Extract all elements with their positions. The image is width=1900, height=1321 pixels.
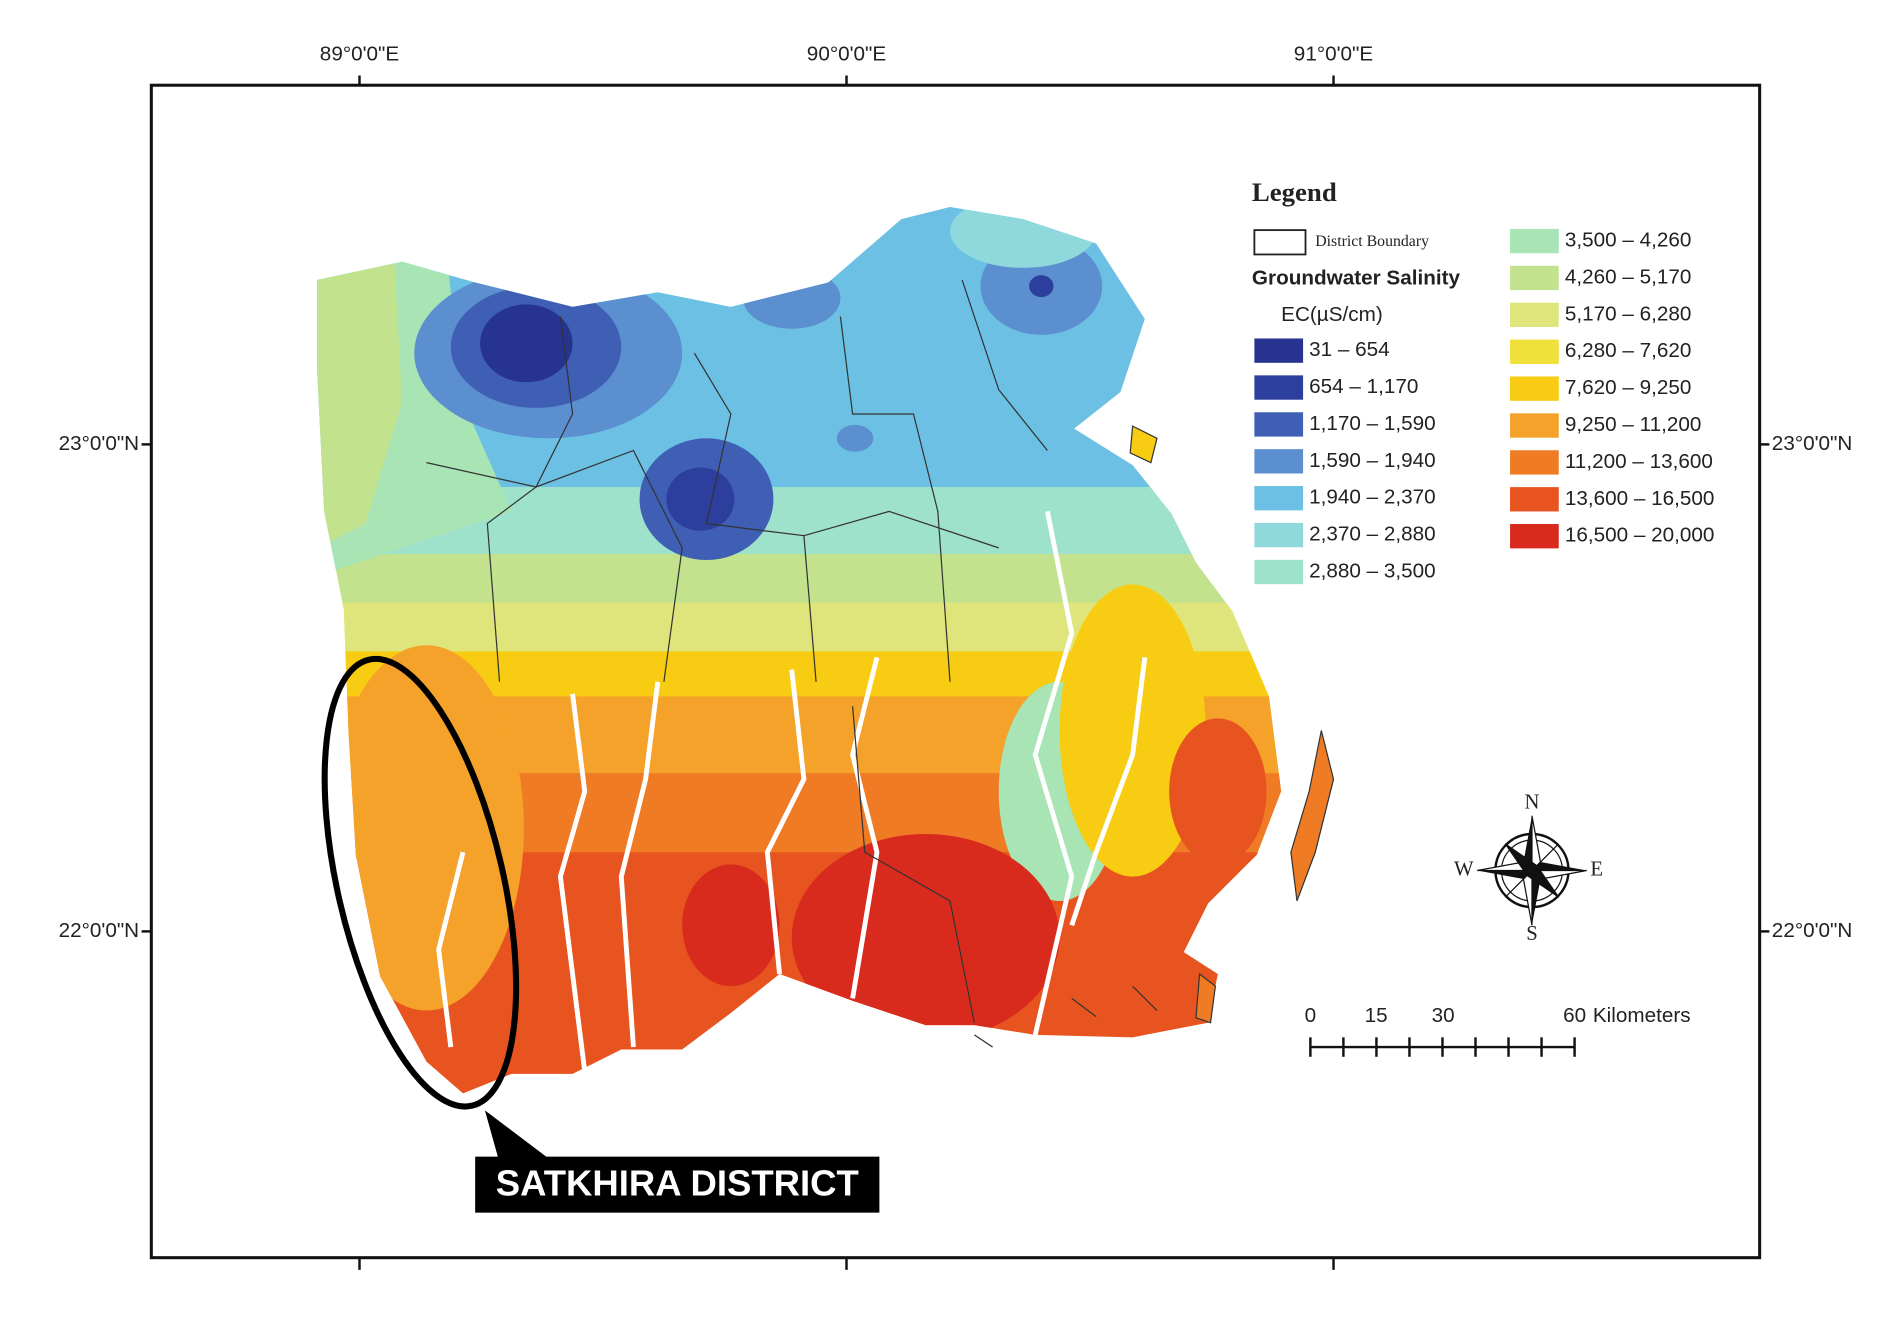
scale-label: 15	[1365, 1004, 1388, 1027]
longitude-label: 89°0'0"E	[320, 42, 399, 65]
boundary-swatch	[1253, 229, 1307, 256]
district-boundaries	[426, 279, 1048, 1023]
legend-subtitle: Groundwater Salinity	[1252, 266, 1461, 289]
legend-label: 9,250 – 11,200	[1565, 413, 1702, 436]
highlight-ellipse	[321, 655, 520, 1110]
legend-label: 6,280 – 7,620	[1565, 339, 1692, 362]
legend-label: 1,170 – 1,590	[1309, 412, 1436, 435]
legend-label: 31 – 654	[1309, 338, 1390, 361]
legend-swatch	[1254, 412, 1304, 437]
graticule: 89°0'0"E 90°0'0"E 91°0'0"E 23°0'0"N 23°0'0"N…	[59, 42, 1853, 1270]
legend-label: 654 – 1,170	[1309, 375, 1418, 398]
salinity-surface	[316, 206, 1282, 1094]
longitude-label: 91°0'0"E	[1294, 42, 1373, 65]
legend: Legend District Boundary Groundwater Sal…	[1252, 177, 1715, 585]
legend-swatch	[1510, 339, 1559, 364]
scale-label: 60	[1563, 1004, 1586, 1027]
rivers	[436, 510, 1148, 1072]
legend-swatch	[1510, 302, 1559, 328]
scale-unit: Kilometers	[1593, 1004, 1691, 1027]
legend-swatch	[1254, 522, 1304, 548]
latitude-label: 22°0'0"N	[59, 919, 140, 942]
offshore-islands	[1129, 425, 1335, 1024]
legend-swatch	[1510, 524, 1559, 549]
legend-swatch	[1254, 486, 1304, 511]
legend-label: 1,590 – 1,940	[1309, 449, 1436, 472]
legend-label: 7,620 – 9,250	[1565, 376, 1692, 399]
islands	[974, 985, 1158, 1048]
latitude-label: 23°0'0"N	[59, 432, 140, 455]
callout-box	[475, 1156, 880, 1213]
compass-n: N	[1524, 791, 1539, 813]
legend-swatch	[1510, 413, 1559, 438]
boundary-label: District Boundary	[1315, 233, 1429, 250]
latitude-label: 22°0'0"N	[1772, 919, 1853, 942]
callout-text: SATKHIRA DISTRICT	[496, 1162, 859, 1203]
legend-label: 3,500 – 4,260	[1565, 229, 1692, 252]
callout-pointer	[484, 1110, 555, 1163]
map-frame	[149, 83, 1762, 1260]
legend-swatch	[1254, 559, 1304, 585]
legend-unit: EC(µS/cm)	[1281, 303, 1383, 326]
legend-label: 2,370 – 2,880	[1309, 523, 1436, 546]
legend-swatch	[1254, 375, 1304, 400]
legend-swatch	[1510, 450, 1559, 475]
legend-label: 2,880 – 3,500	[1309, 559, 1436, 582]
compass-s: S	[1526, 923, 1538, 945]
legend-label: 13,600 – 16,500	[1565, 487, 1715, 510]
legend-label: 5,170 – 6,280	[1565, 302, 1692, 325]
legend-swatch	[1510, 228, 1559, 254]
scale-label: 30	[1432, 1004, 1455, 1027]
legend-swatch	[1254, 449, 1304, 474]
legend-label: 11,200 – 13,600	[1565, 450, 1713, 473]
legend-label: 1,940 – 2,370	[1309, 486, 1436, 509]
legend-swatch	[1254, 338, 1304, 363]
legend-swatch	[1510, 487, 1559, 512]
longitude-label: 90°0'0"E	[807, 42, 886, 65]
legend-swatch	[1510, 376, 1559, 401]
latitude-label: 23°0'0"N	[1772, 432, 1853, 455]
compass-e: E	[1590, 858, 1603, 880]
legend-swatch	[1510, 265, 1559, 291]
north-arrow: N S E W	[1454, 791, 1603, 944]
compass-w: W	[1454, 858, 1474, 880]
scale-bar: 0 15 30 60 Kilometers	[1305, 1004, 1691, 1057]
legend-label: 16,500 – 20,000	[1565, 524, 1715, 547]
legend-title: Legend	[1252, 177, 1337, 207]
scale-label: 0	[1305, 1004, 1317, 1027]
legend-label: 4,260 – 5,170	[1565, 265, 1692, 288]
